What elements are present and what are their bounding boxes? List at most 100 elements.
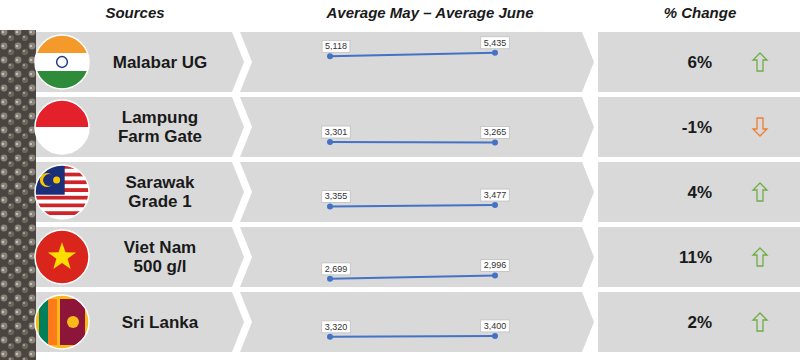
data-label-box: [322, 40, 350, 52]
point: [492, 202, 498, 208]
flag: [35, 230, 89, 284]
flag-ring: [35, 165, 89, 219]
data-label-text: 5,118: [325, 41, 347, 51]
data-label: 3,320: [322, 321, 351, 333]
change-arrow: [753, 248, 767, 266]
flag-star: [48, 242, 76, 269]
plot-area: [327, 272, 498, 281]
data-label-text: 3,265: [484, 127, 507, 137]
data-label-text: 5,435: [484, 38, 507, 48]
pepper-strip: [0, 30, 36, 360]
column-header: Average May – Average June: [325, 4, 533, 21]
flag-wheel: [57, 57, 68, 68]
source-name: Viet Nam 500 g/l: [110, 238, 210, 276]
data-label: 3,477: [481, 189, 510, 201]
flag-stripe: [35, 196, 89, 200]
chart-panel: [240, 292, 594, 352]
flag-ring: [35, 295, 89, 349]
flag-ring: [35, 230, 89, 284]
plot-area: [327, 202, 498, 209]
change-arrow: [753, 118, 767, 136]
data-label-text: 3,400: [484, 321, 507, 331]
data-label: 3,265: [481, 126, 510, 138]
point: [492, 50, 498, 56]
change-label: 4%: [687, 183, 712, 202]
change-label: 11%: [679, 248, 712, 267]
flag-canton: [35, 165, 65, 195]
flag: [35, 295, 89, 349]
flag: [35, 100, 89, 154]
data-label: 5,435: [481, 37, 510, 49]
plot-area: [327, 333, 498, 340]
slope-line: [330, 53, 495, 57]
change-panel: [598, 32, 800, 92]
data-label-box: [481, 189, 510, 201]
data-label-text: 3,477: [484, 190, 507, 200]
data-label: 2,996: [481, 259, 510, 271]
name-panel: [36, 97, 244, 157]
name-panel: [36, 162, 244, 222]
flag-field: [35, 295, 89, 349]
chart-panel: [240, 162, 594, 222]
point: [492, 139, 498, 145]
data-label-box: [481, 259, 510, 271]
data-label-box: [322, 321, 351, 333]
source-name: Sri Lanka: [110, 313, 210, 332]
data-label-text: 2,699: [325, 264, 348, 274]
change-arrow: [753, 53, 767, 71]
data-label-box: [322, 263, 351, 275]
data-label: 5,118: [322, 40, 350, 52]
plot-area: [327, 50, 498, 60]
data-label: 3,400: [481, 320, 510, 332]
flag-band: [35, 100, 89, 127]
change-label: 2%: [687, 313, 712, 332]
data-label-box: [322, 190, 351, 202]
change-arrow: [753, 313, 767, 331]
point: [327, 276, 333, 282]
point: [327, 334, 333, 340]
data-label: 3,301: [322, 126, 351, 138]
point: [327, 53, 333, 59]
slope-line: [330, 141, 495, 143]
data-label: 2,699: [322, 263, 351, 275]
chart-panel: [240, 97, 594, 157]
data-label-text: 3,320: [325, 322, 348, 332]
change-label: -1%: [682, 118, 712, 137]
flag-ring: [35, 35, 89, 89]
slope-line: [330, 205, 495, 206]
change-panel: [598, 97, 800, 157]
column-header: % Change: [664, 4, 737, 21]
slope-line: [330, 335, 495, 338]
flag-stripe: [35, 204, 89, 208]
flag-stripe: [35, 200, 89, 204]
data-label-box: [322, 126, 351, 138]
point: [492, 272, 498, 278]
plot-area: [327, 139, 498, 145]
stage: Sources Average May – Average June % Chang…: [0, 0, 800, 360]
point: [327, 139, 333, 145]
flag-stripe: [48, 299, 57, 345]
flag: [35, 165, 89, 219]
change-panel: [598, 292, 800, 352]
column-header: Sources: [105, 4, 164, 21]
change-arrow: [753, 183, 767, 201]
data-label-box: [481, 126, 510, 138]
chart-panel: [240, 227, 594, 287]
point: [327, 203, 333, 209]
flag-ring: [35, 100, 89, 154]
data-label-box: [481, 320, 510, 332]
name-panel: [36, 292, 244, 352]
point: [492, 333, 498, 339]
name-panel: [36, 32, 244, 92]
flag-band: [35, 53, 89, 71]
data-label-box: [481, 37, 510, 49]
source-name: Lampung Farm Gate: [110, 108, 210, 146]
data-label: 3,355: [322, 190, 351, 202]
flag-band: [35, 127, 89, 154]
source-name: Sarawak Grade 1: [110, 173, 210, 211]
data-label-text: 2,996: [484, 260, 507, 270]
flag-star: [53, 177, 60, 184]
flag-field: [35, 230, 89, 284]
change-label: 6%: [687, 53, 712, 72]
name-panel: [36, 227, 244, 287]
